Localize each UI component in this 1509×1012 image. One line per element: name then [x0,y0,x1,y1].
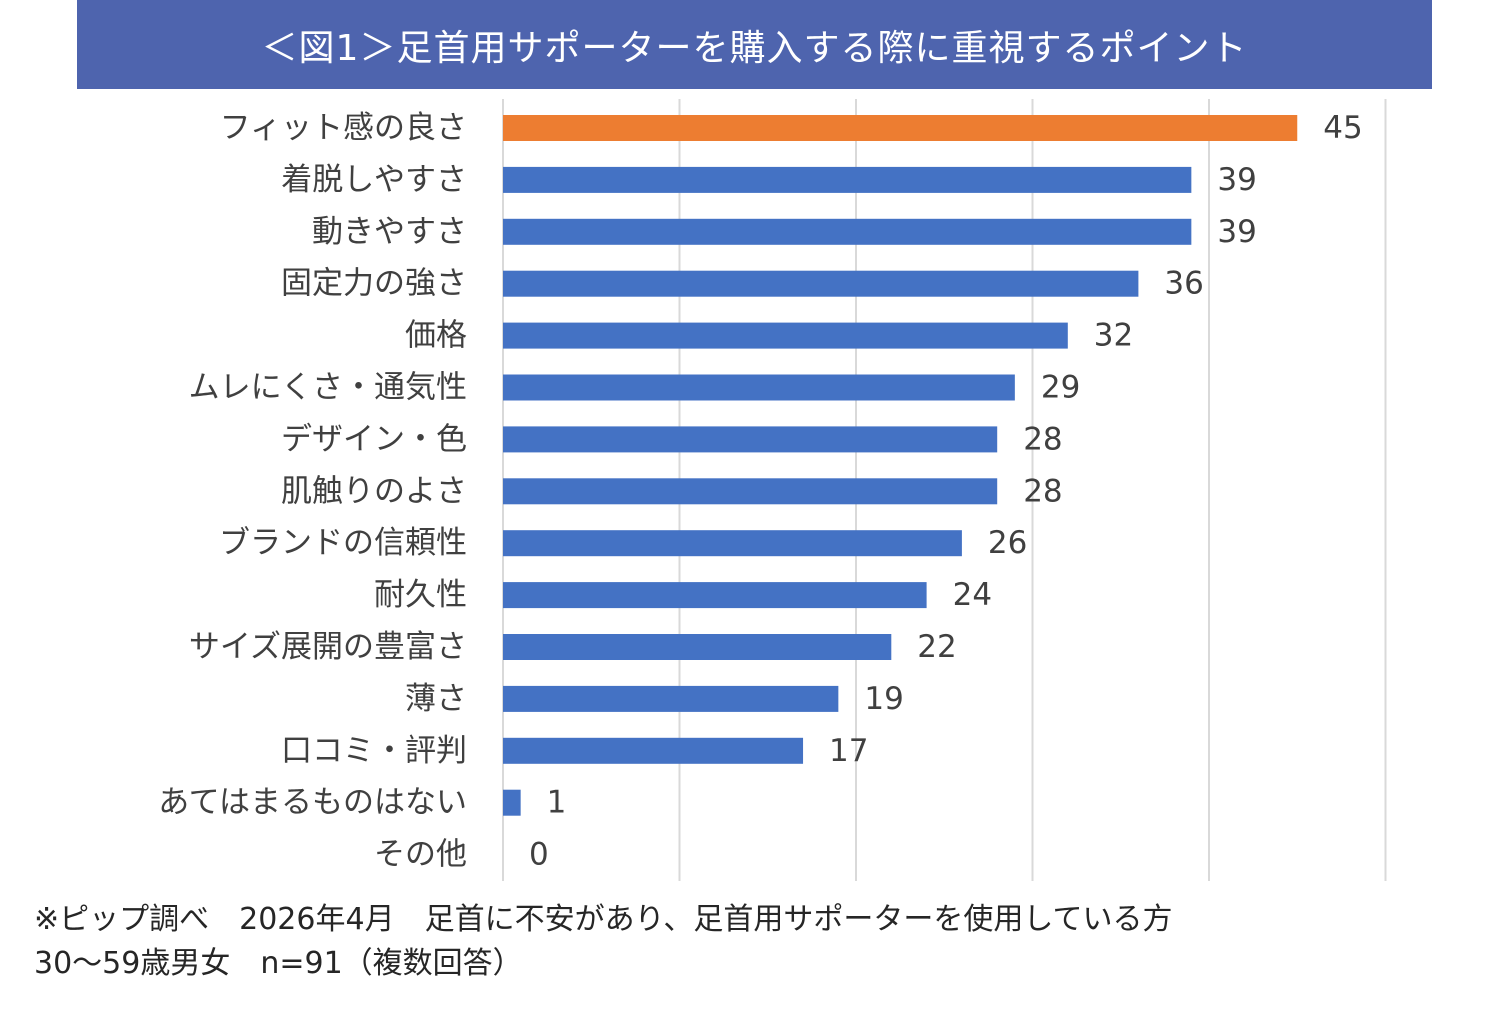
footnote: ※ピップ調べ 2026年4月 足首に不安があり、足首用サポーターを使用している方… [34,898,1494,986]
bar [503,582,927,609]
category-label: 肌触りのよさ [281,473,467,509]
bar-chart: フィット感の良さ 45 着脱しやすさ 39 動きやすさ 39 固定力の強さ 36 価格 32 ムレに… [158,99,1387,881]
bar [503,218,1192,245]
bar [503,426,998,453]
bar [503,685,839,712]
data-label: 39 [1217,162,1256,198]
data-label: 1 [547,785,567,821]
bar [503,530,962,557]
data-label: 28 [1023,473,1062,509]
bar [503,374,1015,401]
category-label: あてはまるものはない [158,785,467,821]
category-label: 動きやすさ [312,214,467,250]
data-label: 26 [988,525,1027,561]
category-label: 薄さ [405,681,467,717]
footnote-line-2: 30～59歳男女 n=91（複数回答） [34,946,523,981]
bar [503,478,998,505]
category-label: 口コミ・評判 [281,733,467,769]
category-label: 固定力の強さ [281,266,467,302]
data-label: 22 [917,629,956,665]
category-label: その他 [374,837,467,873]
category-label: 耐久性 [374,577,467,613]
category-label: 着脱しやすさ [281,162,467,198]
bar [503,789,521,816]
category-label: ムレにくさ・通気性 [189,370,467,406]
bar [503,322,1068,349]
category-label: デザイン・色 [281,421,467,457]
footnote-line-1: ※ピップ調べ 2026年4月 足首に不安があり、足首用サポーターを使用している方 [34,902,1173,937]
category-label: 価格 [405,318,467,354]
bar [503,166,1192,193]
data-label: 45 [1323,110,1362,146]
category-label: サイズ展開の豊富さ [189,629,467,665]
data-label: 19 [864,681,903,717]
data-label: 28 [1023,421,1062,457]
data-label: 29 [1041,370,1080,406]
category-label: フィット感の良さ [220,110,467,146]
data-label: 32 [1094,318,1133,354]
bar [503,634,892,660]
data-label: 36 [1164,266,1203,302]
data-label: 24 [953,577,992,613]
bar [503,115,1298,141]
category-label: ブランドの信頼性 [219,525,467,561]
data-label: 39 [1217,214,1256,250]
chart-title: ＜図1＞足首用サポーターを購入する際に重視するポイント [77,0,1432,89]
data-label: 17 [829,733,868,769]
bar [503,737,804,764]
data-label: 0 [529,837,549,873]
bar [503,270,1139,297]
